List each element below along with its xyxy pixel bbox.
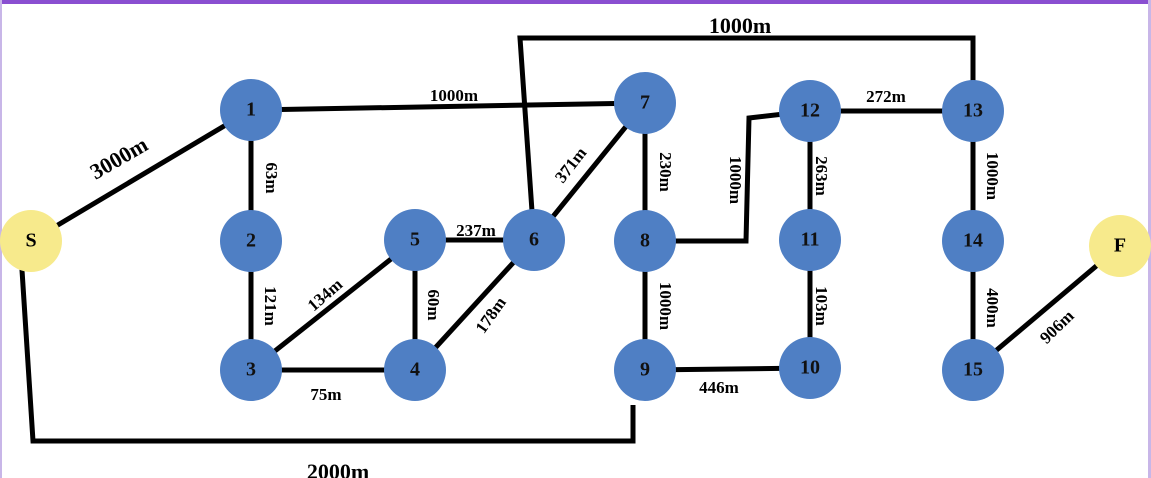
node-circle	[503, 209, 565, 271]
edge-15-F	[971, 244, 1122, 372]
node-5: 5	[384, 209, 446, 271]
node-label: 14	[963, 230, 983, 252]
node-circle	[614, 339, 676, 401]
edge-label-13-14: 1000m	[983, 152, 1002, 200]
edge-label-S-9: 2000m	[307, 459, 369, 478]
edge-label-14-15: 400m	[983, 288, 1002, 328]
node-label: 11	[801, 229, 820, 251]
node-circle	[942, 339, 1004, 401]
node-8: 8	[614, 210, 676, 272]
node-label: 1	[246, 99, 256, 121]
node-label: 10	[800, 357, 820, 379]
edge-label-8-12: 1000m	[726, 156, 745, 204]
node-4: 4	[384, 339, 446, 401]
terminal-node-F: F	[1089, 215, 1151, 277]
node-circle	[942, 210, 1004, 272]
node-circle	[384, 209, 446, 271]
edge-label-8-9: 1000m	[656, 282, 675, 330]
node-label: 5	[410, 229, 420, 251]
node-label: 2	[246, 230, 256, 252]
node-14: 14	[942, 210, 1004, 272]
node-label: 7	[640, 92, 650, 114]
edge-label-9-10: 446m	[699, 378, 739, 397]
node-circle	[942, 80, 1004, 142]
terminal-node-S: S	[0, 210, 62, 272]
node-circle	[779, 209, 841, 271]
node-label: 4	[410, 359, 420, 381]
node-label: 8	[640, 230, 650, 252]
edge-label-12-11: 263m	[812, 156, 831, 196]
node-circle	[779, 337, 841, 399]
edge-label-1-7: 1000m	[430, 86, 478, 105]
node-label: 9	[640, 359, 650, 381]
edge-label-12-13: 272m	[866, 87, 906, 106]
node-circle	[0, 210, 62, 272]
node-label: F	[1114, 235, 1126, 257]
node-11: 11	[779, 209, 841, 271]
node-circle	[779, 80, 841, 142]
node-label: S	[25, 230, 36, 252]
edge-3-5	[249, 238, 417, 372]
node-label: 6	[529, 229, 539, 251]
node-7: 7	[614, 72, 676, 134]
node-12: 12	[779, 80, 841, 142]
node-label: 15	[963, 359, 983, 381]
node-13: 13	[942, 80, 1004, 142]
node-label: 12	[800, 100, 820, 122]
edge-label-2-3: 121m	[261, 286, 280, 326]
edge-label-5-6: 237m	[456, 221, 496, 240]
node-circle	[384, 339, 446, 401]
edge-6-13	[517, 35, 976, 241]
node-6: 6	[503, 209, 565, 271]
node-circle	[614, 72, 676, 134]
edge-label-7-8: 230m	[656, 152, 675, 192]
edge-label-6-13: 1000m	[709, 13, 771, 38]
frame-top-border	[0, 0, 1151, 4]
node-circle	[614, 210, 676, 272]
edge-label-1-2: 63m	[262, 162, 281, 193]
edge-label-11-10: 103m	[812, 286, 831, 326]
node-label: 3	[246, 359, 256, 381]
node-circle	[1089, 215, 1151, 277]
edge-label-5-4: 60m	[424, 289, 443, 320]
edge-1-7	[250, 100, 646, 113]
edge-label-3-4: 75m	[310, 385, 341, 404]
node-circle	[220, 339, 282, 401]
node-10: 10	[779, 337, 841, 399]
node-1: 1	[220, 79, 282, 141]
node-circle	[220, 210, 282, 272]
node-circle	[220, 79, 282, 141]
node-label: 13	[963, 100, 983, 122]
edge-S-1	[29, 107, 253, 244]
node-15: 15	[942, 339, 1004, 401]
node-2: 2	[220, 210, 282, 272]
node-9: 9	[614, 339, 676, 401]
edge-S-9	[19, 240, 636, 444]
node-3: 3	[220, 339, 282, 401]
